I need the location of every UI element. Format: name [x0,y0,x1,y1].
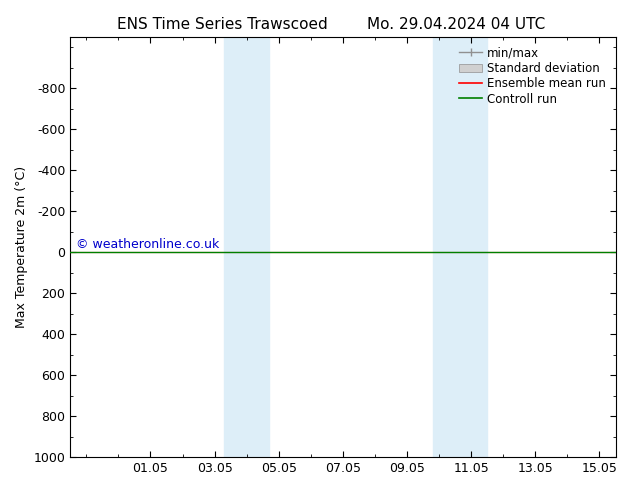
Bar [224,37,269,457]
Bar [432,37,487,457]
Text: Mo. 29.04.2024 04 UTC: Mo. 29.04.2024 04 UTC [367,17,546,32]
Legend: min/max, Standard deviation, Ensemble mean run, Controll run: min/max, Standard deviation, Ensemble me… [455,43,610,109]
Text: © weatheronline.co.uk: © weatheronline.co.uk [75,239,219,251]
Text: ENS Time Series Trawscoed: ENS Time Series Trawscoed [117,17,327,32]
Y-axis label: Max Temperature 2m (°C): Max Temperature 2m (°C) [15,166,28,328]
